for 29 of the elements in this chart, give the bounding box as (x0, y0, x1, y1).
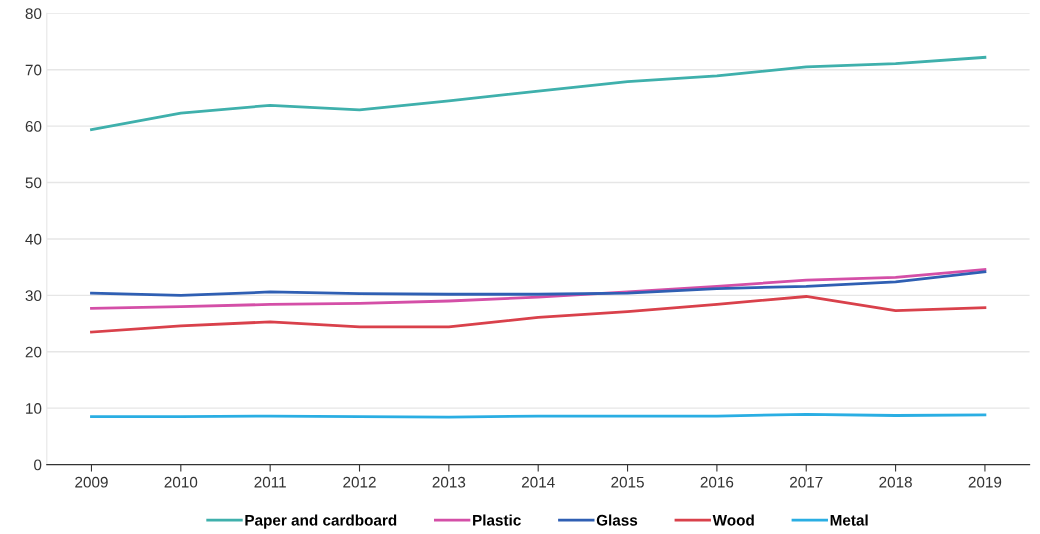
y-tick-label: 10 (26, 403, 42, 414)
y-tick-label: 0 (34, 459, 42, 471)
y-tick-label: 60 (25, 121, 42, 132)
legend-label: Wood (712, 514, 754, 526)
legend-label: Plastic (473, 514, 521, 526)
x-tick-label: 2012 (343, 476, 376, 488)
line-series (90, 268, 987, 310)
y-tick-label: 70 (25, 64, 42, 76)
line-series (90, 270, 987, 297)
line-series (90, 55, 987, 131)
x-tick-label: 2010 (164, 476, 198, 488)
line-series (90, 295, 987, 334)
y-tick-label: 20 (25, 346, 42, 358)
x-tick-label: 2011 (254, 476, 286, 488)
legend-label: Glass (596, 514, 638, 526)
x-tick-label: 2015 (611, 476, 644, 488)
y-tick-label: 50 (25, 177, 42, 189)
x-tick-label: 2009 (75, 476, 108, 488)
x-tick-label: 2014 (521, 476, 555, 488)
x-tick-label: 2017 (790, 476, 823, 488)
y-tick-label: 30 (25, 290, 42, 302)
x-tick-label: 2018 (879, 476, 912, 488)
legend-label: Metal (830, 514, 868, 526)
y-tick-label: 40 (25, 233, 42, 245)
x-tick-label: 2013 (432, 476, 466, 488)
x-tick-label: 2019 (968, 476, 1002, 488)
y-tick-label: 80 (25, 8, 42, 20)
legend-label: Paper and cardboard (245, 514, 397, 529)
x-tick-label: 2016 (700, 476, 734, 488)
